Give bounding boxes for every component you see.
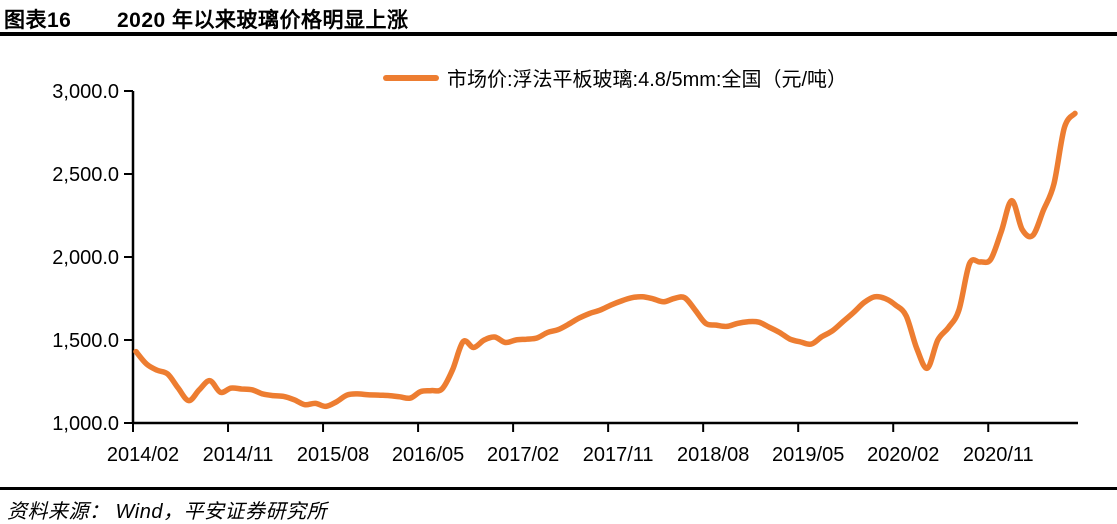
x-axis-tick-label: 2016/05 [392,444,464,466]
page-title: 2020 年以来玻璃价格明显上涨 [117,9,409,32]
legend-label: 市场价:浮法平板玻璃:4.8/5mm:全国（元/吨） [447,69,848,91]
figure-number: 图表16 [4,9,72,32]
x-axis-tick-label: 2019/05 [772,444,844,466]
x-axis-tick-label: 2015/08 [297,444,369,466]
chart-title-bar: 图表16 2020 年以来玻璃价格明显上涨 [0,0,1117,36]
y-axis-tick-label: 3,000.0 [52,81,119,103]
x-axis-tick-label: 2017/11 [583,444,654,466]
price-series-line [133,110,1078,410]
x-axis-tick-label: 2017/02 [487,444,559,466]
y-axis-tick-label: 2,000.0 [52,247,119,269]
chart-legend: 市场价:浮法平板玻璃:4.8/5mm:全国（元/吨） [383,63,847,92]
y-axis-tick-label: 1,000.0 [52,413,119,435]
source-bar: 资料来源： Wind，平安证券研究所 [0,487,1117,524]
x-axis-tick-label: 2014/02 [107,444,179,466]
price-line-chart: 1,000.0 1,500.0 2,000.0 2,500.0 3,000.0 2014/… [52,81,1078,466]
y-axis-tick-label: 2,500.0 [52,164,119,186]
x-axis-tick-label: 2020/02 [867,444,939,466]
x-axis-tick-label: 2018/08 [677,444,749,466]
y-axis-tick-label: 1,500.0 [52,330,119,352]
x-axis-tick-label: 2014/11 [203,444,274,466]
source-text: 资料来源： Wind，平安证券研究所 [7,501,327,523]
x-axis-tick-label: 2020/11 [963,444,1034,466]
legend-line-swatch [383,74,439,81]
